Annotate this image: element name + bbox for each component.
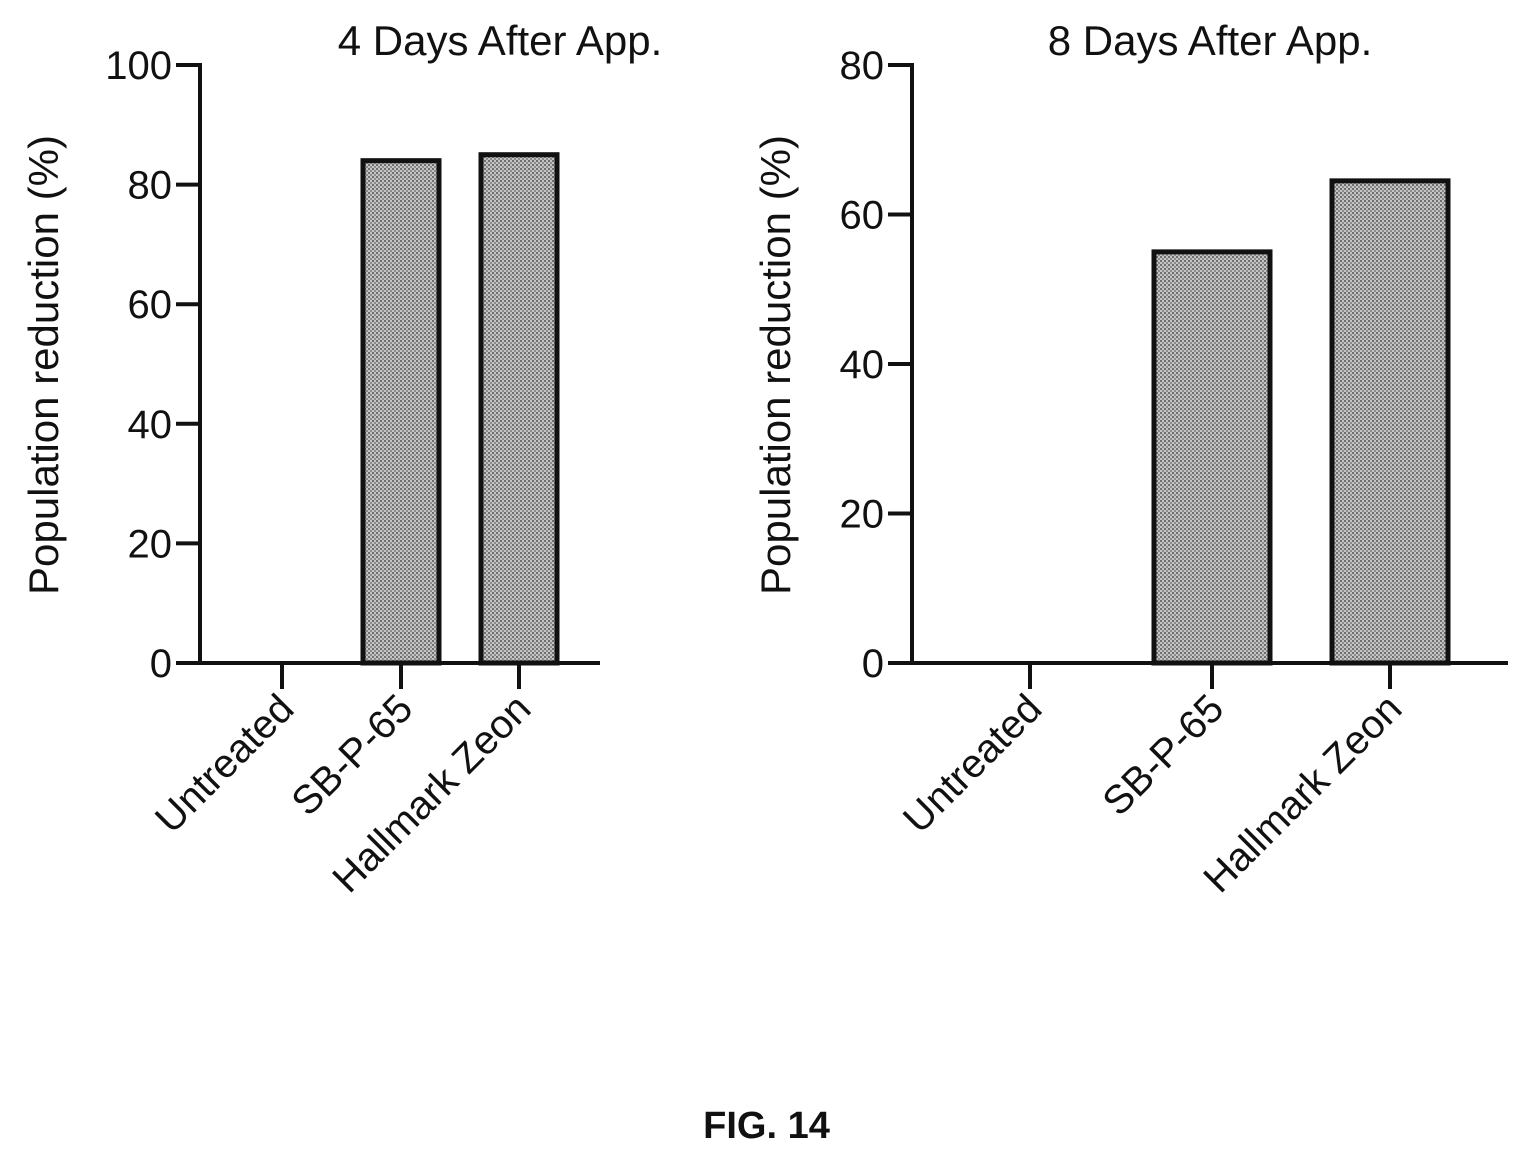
x-tick-label: Untreated xyxy=(147,686,302,841)
chart-4-days: 4 Days After App. Population reduction (%… xyxy=(20,17,662,901)
y-tick-label: 100 xyxy=(105,44,172,88)
chart-title: 8 Days After App. xyxy=(1048,17,1373,64)
x-tick-label: Untreated xyxy=(895,686,1050,841)
bar xyxy=(1151,249,1273,666)
x-tick-label: SB-P-65 xyxy=(1094,686,1232,824)
y-tick-label: 80 xyxy=(128,164,173,208)
chart-title: 4 Days After App. xyxy=(338,17,663,64)
bar xyxy=(478,152,560,666)
y-tick-label: 40 xyxy=(840,343,885,387)
y-tick-label: 20 xyxy=(128,522,173,566)
y-tick-label: 0 xyxy=(150,642,172,686)
y-tick-label: 20 xyxy=(840,493,885,537)
y-tick-label: 60 xyxy=(128,283,173,327)
y-tick-label: 80 xyxy=(840,44,885,88)
x-tick-label: Hallmark Zeon xyxy=(324,686,539,901)
bar xyxy=(360,158,442,666)
y-tick-label: 40 xyxy=(128,403,173,447)
figure-caption: FIG. 14 xyxy=(703,1105,830,1147)
y-axis-label: Population reduction (%) xyxy=(20,135,67,595)
y-tick-label: 0 xyxy=(862,642,884,686)
bar xyxy=(1329,178,1451,666)
chart-8-days: 8 Days After App. Population reduction (%… xyxy=(752,17,1508,901)
y-axis-label: Population reduction (%) xyxy=(752,135,799,595)
y-tick-label: 60 xyxy=(840,194,885,238)
